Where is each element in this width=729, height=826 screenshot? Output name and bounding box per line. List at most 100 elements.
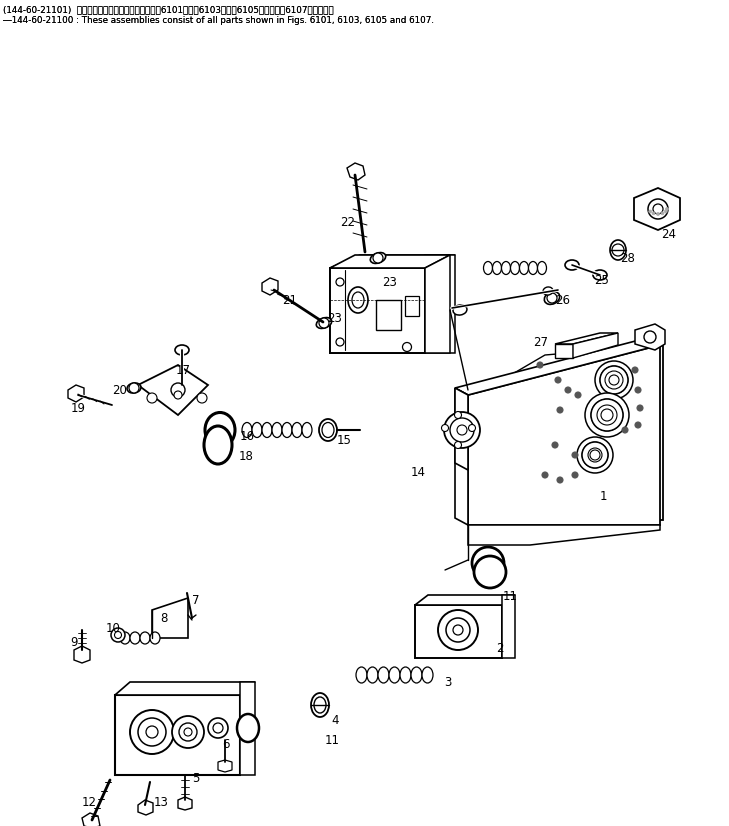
- Circle shape: [657, 212, 660, 216]
- Text: 23: 23: [383, 277, 397, 289]
- Circle shape: [661, 211, 664, 215]
- Circle shape: [111, 628, 125, 642]
- Polygon shape: [68, 385, 84, 402]
- Polygon shape: [415, 595, 515, 605]
- Polygon shape: [138, 800, 153, 815]
- Circle shape: [557, 407, 563, 413]
- Text: 27: 27: [534, 335, 548, 349]
- Circle shape: [172, 716, 204, 748]
- Circle shape: [666, 207, 668, 211]
- Circle shape: [635, 387, 641, 393]
- Ellipse shape: [282, 423, 292, 438]
- Text: 14: 14: [410, 467, 426, 480]
- Text: 25: 25: [595, 273, 609, 287]
- Circle shape: [572, 452, 578, 458]
- Polygon shape: [262, 278, 278, 295]
- Ellipse shape: [502, 262, 510, 274]
- Text: 16: 16: [240, 430, 254, 444]
- Circle shape: [577, 437, 613, 473]
- Ellipse shape: [311, 693, 329, 717]
- Circle shape: [632, 367, 638, 373]
- Circle shape: [174, 391, 182, 399]
- Polygon shape: [138, 365, 208, 415]
- Text: 6: 6: [222, 738, 230, 752]
- Polygon shape: [455, 388, 468, 470]
- Ellipse shape: [400, 667, 411, 683]
- Ellipse shape: [565, 260, 579, 270]
- Polygon shape: [152, 598, 188, 638]
- Text: 11: 11: [502, 591, 518, 604]
- Text: 1: 1: [599, 491, 607, 504]
- Ellipse shape: [510, 262, 520, 274]
- Circle shape: [664, 210, 667, 213]
- Text: 17: 17: [176, 364, 190, 377]
- Text: 19: 19: [71, 402, 85, 415]
- Polygon shape: [468, 345, 663, 520]
- Circle shape: [403, 342, 413, 352]
- Polygon shape: [330, 255, 455, 268]
- Circle shape: [146, 726, 158, 738]
- Polygon shape: [555, 344, 573, 358]
- Text: 3: 3: [444, 676, 452, 689]
- Text: (144-60-21101)  これらのアセンブリの構成部品は第6101図、第6103図、第6105図および第6107図を見よ。: (144-60-21101) これらのアセンブリの構成部品は第6101図、第61…: [3, 5, 334, 14]
- Ellipse shape: [127, 383, 141, 393]
- Polygon shape: [573, 333, 618, 358]
- Circle shape: [565, 387, 571, 393]
- Circle shape: [653, 204, 663, 214]
- Ellipse shape: [177, 379, 187, 387]
- Circle shape: [555, 377, 561, 383]
- Polygon shape: [415, 605, 502, 658]
- Circle shape: [575, 392, 581, 398]
- Circle shape: [601, 409, 613, 421]
- Circle shape: [336, 338, 344, 346]
- Ellipse shape: [205, 412, 235, 448]
- Polygon shape: [240, 682, 255, 775]
- Circle shape: [552, 442, 558, 448]
- Circle shape: [635, 422, 641, 428]
- Ellipse shape: [483, 262, 493, 274]
- Circle shape: [590, 450, 600, 460]
- Ellipse shape: [370, 253, 386, 263]
- Circle shape: [600, 366, 628, 394]
- Ellipse shape: [537, 262, 547, 274]
- Ellipse shape: [272, 423, 282, 438]
- Text: 7: 7: [192, 595, 200, 607]
- Circle shape: [585, 393, 629, 437]
- Ellipse shape: [474, 556, 506, 588]
- Ellipse shape: [322, 423, 334, 438]
- Polygon shape: [115, 695, 240, 775]
- Circle shape: [453, 625, 463, 635]
- Circle shape: [600, 366, 628, 394]
- Circle shape: [469, 425, 475, 431]
- Circle shape: [557, 477, 563, 483]
- Circle shape: [591, 399, 623, 431]
- Ellipse shape: [353, 289, 367, 307]
- Ellipse shape: [316, 317, 332, 329]
- Ellipse shape: [610, 240, 626, 260]
- Circle shape: [114, 632, 122, 638]
- Circle shape: [649, 210, 652, 213]
- Circle shape: [454, 411, 461, 419]
- Circle shape: [588, 448, 602, 462]
- Circle shape: [138, 718, 166, 746]
- Circle shape: [637, 405, 643, 411]
- Text: 20: 20: [112, 383, 128, 396]
- Polygon shape: [425, 255, 455, 353]
- Circle shape: [450, 418, 474, 442]
- Ellipse shape: [493, 262, 502, 274]
- Text: 26: 26: [555, 293, 571, 306]
- Circle shape: [605, 371, 623, 389]
- Text: 22: 22: [340, 216, 356, 230]
- Circle shape: [130, 710, 174, 754]
- Ellipse shape: [520, 262, 529, 274]
- Polygon shape: [468, 345, 663, 400]
- Circle shape: [319, 318, 329, 328]
- Circle shape: [457, 425, 467, 435]
- Text: 23: 23: [327, 311, 343, 325]
- Bar: [375, 295, 401, 327]
- Polygon shape: [555, 333, 618, 344]
- Circle shape: [213, 723, 223, 733]
- Polygon shape: [347, 163, 365, 180]
- Ellipse shape: [529, 262, 537, 274]
- Circle shape: [171, 383, 185, 397]
